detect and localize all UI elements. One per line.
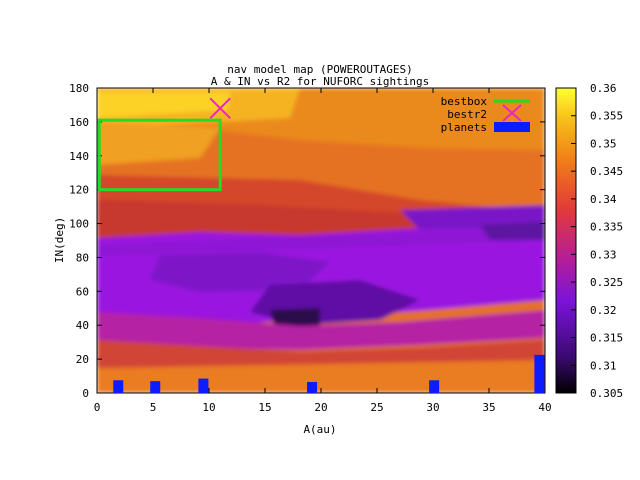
chart-title: nav model map (POWEROUTAGES) [227,63,412,76]
y-tick-label: 120 [69,184,89,197]
planet-bar [198,378,209,393]
x-axis-label: A(au) [303,423,336,436]
x-tick-label: 20 [314,401,327,414]
colorbar-tick-label: 0.33 [590,248,617,261]
legend-label-bestr2: bestr2 [447,108,487,121]
y-axis-label: IN(deg) [53,217,66,263]
planet-bar [150,381,161,393]
planet-bar [307,381,318,393]
bestbox-rect [97,118,222,192]
legend: bestbox bestr2 planets [441,95,530,134]
colorbar [555,87,577,394]
planet-bar [113,380,124,393]
x-tick-label: 35 [482,401,495,414]
colorbar-tick-label: 0.325 [590,276,623,289]
legend-swatch-planets [494,122,530,132]
colorbar-tick-label: 0.335 [590,221,623,234]
colorbar-tick-label: 0.345 [590,165,623,178]
y-tick-label: 100 [69,218,89,231]
y-tick-label: 140 [69,150,89,163]
x-tick-label: 30 [426,401,439,414]
y-tick-label: 40 [76,319,89,332]
y-tick-label: 160 [69,116,89,129]
colorbar-tick-label: 0.32 [590,304,617,317]
x-tick-label: 25 [370,401,383,414]
x-axis: 0 5 10 15 20 25 30 35 40 [94,88,552,414]
x-tick-label: 15 [258,401,271,414]
y-tick-label: 180 [69,82,89,95]
colorbar-tick-label: 0.36 [590,82,617,95]
x-tick-label: 5 [150,401,157,414]
chart-subtitle: A & IN vs R2 for NUFORC sightings [211,75,430,88]
colorbar-tick-label: 0.35 [590,137,617,150]
colorbar-tick-label: 0.305 [590,387,623,400]
bestr2-marker [209,97,231,120]
colorbar-tick-label: 0.355 [590,110,623,123]
y-tick-label: 20 [76,353,89,366]
y-tick-label: 0 [82,387,89,400]
colorbar-tick-label: 0.315 [590,332,623,345]
colorbar-tick-label: 0.34 [590,193,617,206]
colorbar-axis: 0.305 0.31 0.315 0.32 0.325 0.33 0.335 0.34 0.34… [571,82,623,400]
y-tick-label: 80 [76,251,89,264]
overlay-marks [97,97,545,393]
legend-label-bestbox: bestbox [441,95,488,108]
x-tick-label: 10 [202,401,215,414]
y-axis: 0 20 40 60 80 100 120 140 160 180 [69,82,545,400]
x-tick-label: 40 [538,401,551,414]
colorbar-tick-label: 0.31 [590,359,617,372]
y-tick-label: 60 [76,285,89,298]
legend-label-planets: planets [441,121,487,134]
planet-bar [534,354,545,393]
planet-bar [429,380,440,393]
legend-swatch-bestr2 [502,104,522,122]
x-tick-label: 0 [94,401,101,414]
